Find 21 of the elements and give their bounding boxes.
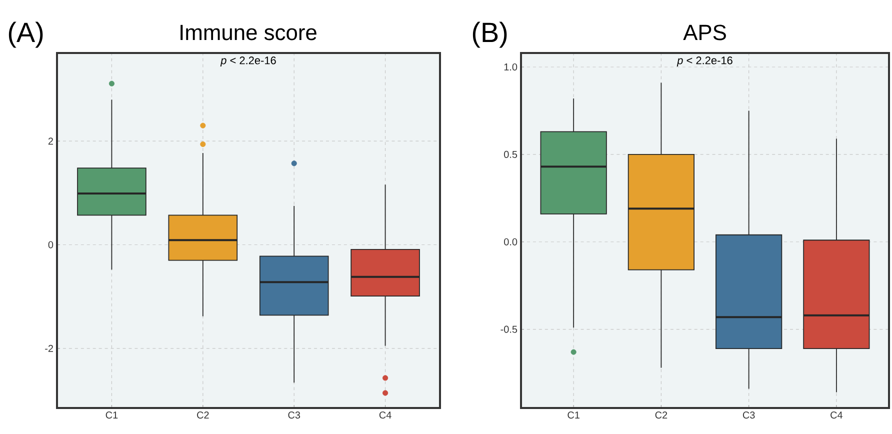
x-tick-label: C2 xyxy=(197,412,209,419)
y-tick-label: 0 xyxy=(48,241,54,248)
x-tick-label: C1 xyxy=(106,412,118,419)
y-tick-label: 0.0 xyxy=(504,238,518,246)
annotation: p < 2.2e-16 xyxy=(676,56,732,66)
x-tick-label: C3 xyxy=(288,412,300,419)
y-tick-label: 0.5 xyxy=(504,150,518,158)
chart-title: APS xyxy=(683,24,726,40)
x-tick-label: C3 xyxy=(742,412,755,419)
x-tick-label: C1 xyxy=(568,412,580,419)
x-tick-label: C4 xyxy=(379,412,392,419)
y-tick-label: -0.5 xyxy=(500,326,518,333)
annotation: p < 2.2e-16 xyxy=(220,56,276,66)
x-tick-label: C2 xyxy=(655,412,668,419)
x-tick-label: C4 xyxy=(830,412,843,419)
text: (A) xyxy=(8,22,43,48)
chart-title: Immune score xyxy=(180,24,316,40)
text: (B) xyxy=(472,22,507,48)
y-tick-label: 1.0 xyxy=(504,63,518,71)
y-tick-label: 2 xyxy=(48,138,53,145)
y-tick-label: -2 xyxy=(45,344,53,352)
